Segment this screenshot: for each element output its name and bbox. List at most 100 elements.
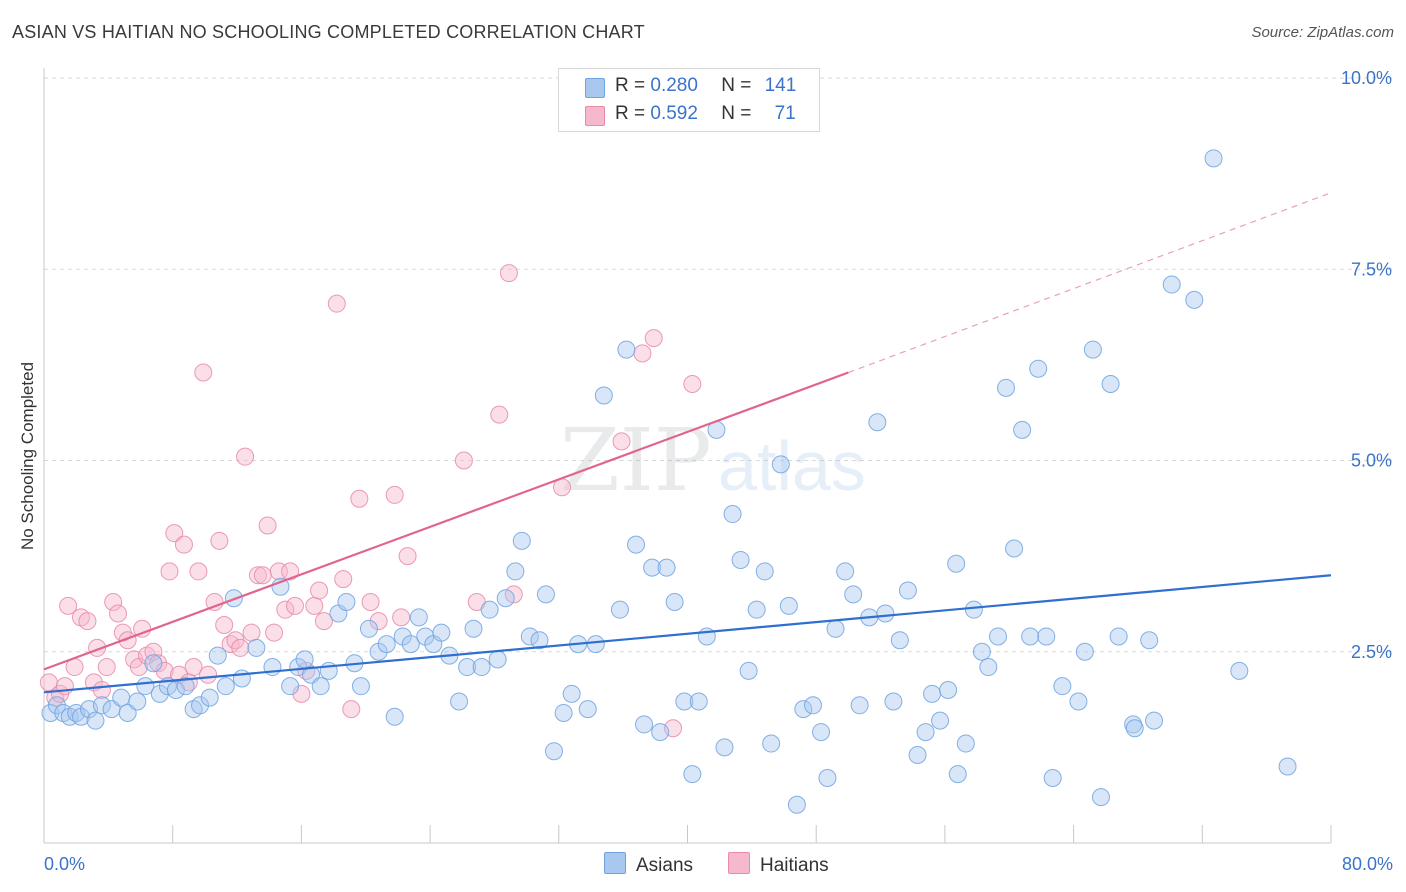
legend-row-haitians: R = 0.592 N = 71 bbox=[585, 103, 796, 126]
data-point-haitians bbox=[385, 485, 404, 504]
data-point-asians bbox=[530, 631, 549, 650]
data-point-haitians bbox=[104, 593, 123, 612]
data-point-haitians bbox=[97, 658, 116, 677]
data-point-asians bbox=[458, 658, 477, 677]
data-point-asians bbox=[1053, 677, 1072, 696]
data-point-haitians bbox=[285, 596, 304, 615]
data-point-haitians bbox=[215, 615, 234, 634]
data-point-haitians bbox=[194, 363, 213, 382]
data-point-asians bbox=[1101, 375, 1120, 393]
data-point-asians bbox=[208, 646, 227, 665]
data-point-asians bbox=[472, 658, 491, 677]
chart-title: ASIAN VS HAITIAN NO SCHOOLING COMPLETED … bbox=[12, 22, 645, 42]
data-point-haitians bbox=[612, 432, 631, 451]
data-point-asians bbox=[898, 581, 917, 600]
data-point-asians bbox=[908, 746, 927, 765]
data-point-haitians bbox=[342, 700, 361, 719]
data-point-haitians bbox=[189, 562, 208, 581]
data-point-asians bbox=[578, 700, 597, 719]
data-point-asians bbox=[675, 692, 694, 711]
data-point-asians bbox=[464, 619, 483, 638]
data-point-asians bbox=[876, 604, 895, 623]
data-point-haitians bbox=[55, 677, 74, 696]
data-point-asians bbox=[191, 696, 210, 715]
data-point-asians bbox=[627, 535, 646, 554]
data-point-haitians bbox=[369, 612, 388, 631]
data-point-asians bbox=[617, 340, 636, 359]
data-point-asians bbox=[544, 742, 563, 761]
data-point-haitians bbox=[258, 516, 277, 535]
data-point-haitians bbox=[361, 593, 380, 612]
data-point-haitians bbox=[231, 638, 250, 657]
data-point-asians bbox=[956, 734, 975, 753]
data-point-asians bbox=[1145, 711, 1164, 730]
data-point-asians bbox=[972, 642, 991, 661]
data-point-haitians bbox=[633, 344, 652, 363]
data-point-asians bbox=[997, 378, 1016, 397]
data-point-asians bbox=[610, 600, 629, 619]
data-point-asians bbox=[1185, 290, 1204, 309]
data-point-asians bbox=[931, 711, 950, 730]
data-point-asians bbox=[884, 692, 903, 711]
data-point-asians bbox=[1021, 627, 1040, 646]
data-point-asians bbox=[683, 765, 702, 784]
data-point-asians bbox=[409, 608, 428, 627]
data-point-haitians bbox=[184, 658, 203, 677]
data-point-haitians bbox=[644, 329, 663, 348]
data-point-asians bbox=[731, 550, 750, 569]
data-point-asians bbox=[651, 723, 670, 742]
data-point-asians bbox=[794, 700, 813, 719]
data-point-haitians bbox=[334, 570, 353, 589]
data-point-haitians bbox=[683, 375, 702, 393]
data-point-asians bbox=[1005, 539, 1024, 558]
data-point-asians bbox=[635, 715, 654, 734]
data-point-asians bbox=[144, 654, 163, 673]
data-point-asians bbox=[890, 631, 909, 650]
legend-swatch-haitians bbox=[728, 852, 750, 874]
data-point-asians bbox=[762, 734, 781, 753]
data-point-asians bbox=[337, 593, 356, 612]
data-point-asians bbox=[1069, 692, 1088, 711]
data-point-asians bbox=[1109, 627, 1128, 646]
data-point-asians bbox=[1125, 719, 1144, 738]
legend-label-asians: Asians bbox=[636, 855, 694, 876]
data-point-asians bbox=[128, 692, 147, 711]
data-point-asians bbox=[506, 562, 525, 581]
data-point-asians bbox=[359, 619, 378, 638]
data-point-asians bbox=[536, 585, 555, 604]
x-tick-label: 0.0% bbox=[44, 854, 85, 874]
data-point-asians bbox=[554, 703, 573, 722]
data-point-asians bbox=[247, 638, 266, 657]
data-point-asians bbox=[923, 684, 942, 703]
data-point-haitians bbox=[78, 612, 97, 631]
legend-swatch-asians bbox=[585, 78, 605, 98]
data-point-asians bbox=[311, 677, 330, 696]
data-point-haitians bbox=[305, 596, 324, 615]
source-label: Source: ZipAtlas.com bbox=[1251, 24, 1394, 41]
data-point-haitians bbox=[265, 623, 284, 642]
data-point-asians bbox=[836, 562, 855, 581]
data-point-asians bbox=[47, 696, 66, 715]
legend-swatch-haitians bbox=[585, 106, 605, 126]
grid-lines bbox=[44, 77, 1392, 653]
data-point-asians bbox=[200, 688, 219, 707]
data-point-asians bbox=[812, 723, 831, 742]
data-point-asians bbox=[939, 681, 958, 699]
data-point-asians bbox=[1043, 768, 1062, 787]
data-point-asians bbox=[657, 558, 676, 577]
trend-line-haitians bbox=[43, 371, 849, 671]
data-point-asians bbox=[1204, 149, 1223, 168]
data-point-haitians bbox=[149, 654, 168, 673]
legend-n-label: N = bbox=[721, 75, 752, 96]
data-point-haitians bbox=[314, 612, 333, 631]
data-point-asians bbox=[112, 688, 131, 707]
data-point-asians bbox=[295, 650, 314, 669]
data-point-asians bbox=[826, 619, 845, 638]
legend-r-label: R = bbox=[615, 75, 646, 96]
data-point-asians bbox=[1278, 757, 1297, 776]
data-point-asians bbox=[1013, 420, 1032, 439]
data-point-asians bbox=[665, 593, 684, 612]
data-point-asians bbox=[488, 650, 507, 669]
data-point-haitians bbox=[165, 524, 184, 543]
data-point-asians bbox=[176, 677, 195, 696]
